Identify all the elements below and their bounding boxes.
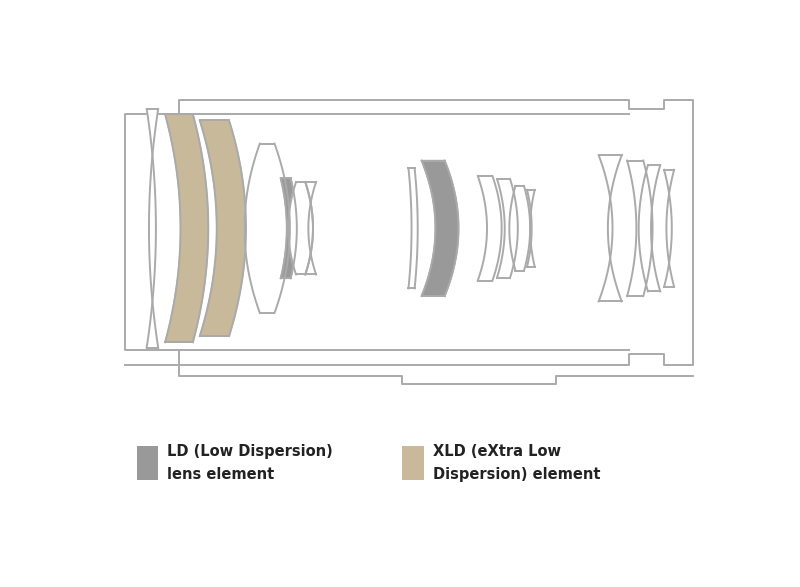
Text: LD (Low Dispersion): LD (Low Dispersion) <box>167 444 334 459</box>
Polygon shape <box>409 168 418 288</box>
Polygon shape <box>510 186 530 271</box>
Polygon shape <box>422 160 458 296</box>
Bar <box>402 446 424 480</box>
Polygon shape <box>664 170 674 287</box>
Text: Dispersion) element: Dispersion) element <box>433 467 601 482</box>
Polygon shape <box>165 114 208 342</box>
Polygon shape <box>497 179 518 278</box>
Polygon shape <box>200 120 246 336</box>
Polygon shape <box>627 160 653 296</box>
Text: XLD (eXtra Low: XLD (eXtra Low <box>433 444 561 459</box>
Polygon shape <box>288 182 313 275</box>
Polygon shape <box>146 109 158 348</box>
Polygon shape <box>478 176 502 281</box>
Polygon shape <box>245 144 290 313</box>
Polygon shape <box>281 178 297 278</box>
Text: lens element: lens element <box>167 467 274 482</box>
Polygon shape <box>306 182 316 275</box>
Bar <box>137 446 158 480</box>
Polygon shape <box>527 190 534 266</box>
Polygon shape <box>598 155 622 302</box>
Polygon shape <box>638 165 660 291</box>
